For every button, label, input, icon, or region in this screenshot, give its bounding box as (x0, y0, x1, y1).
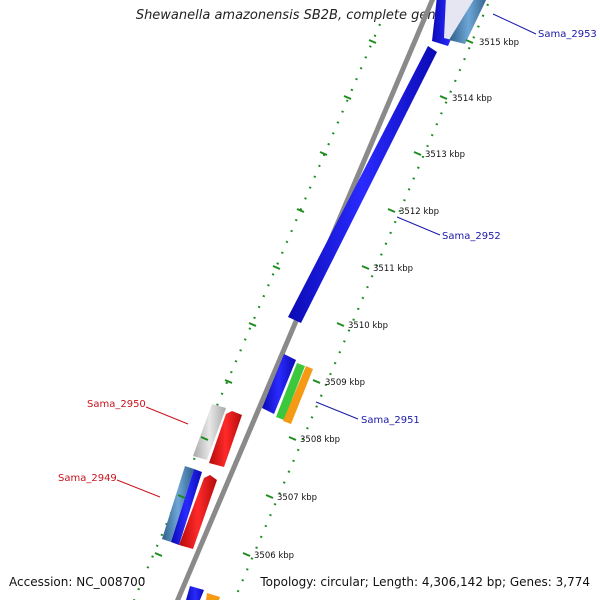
inner-dotted-guide (234, 3, 490, 597)
genome-summary-text: Topology: circular; Length: 4,306,142 bp… (260, 575, 590, 589)
callout-2952 (396, 216, 441, 236)
outer-tick-mark (343, 95, 352, 100)
outer-tick-mark (154, 552, 163, 557)
outer-tick-mark (319, 151, 328, 156)
tick-label-3515: 3515 kbp (479, 38, 519, 48)
inner-tick-mark (288, 436, 297, 441)
feature-orange-bottom (206, 593, 220, 600)
outer-tick-mark (368, 39, 377, 44)
feature-blue-2951-a (262, 354, 296, 414)
outer-tick-mark (200, 436, 209, 441)
map-title: Shewanella amazonensis SB2B, complete ge… (135, 8, 465, 23)
feature-green-2951 (276, 363, 305, 420)
feature-orange-2951 (283, 366, 313, 424)
accession-text: Accession: NC_008700 (9, 575, 146, 589)
feature-red-2950 (209, 411, 242, 467)
gene-label-sama-2951[interactable]: Sama_2951 (361, 415, 420, 426)
inner-tick-mark (413, 151, 422, 156)
inner-tick-mark (242, 552, 251, 557)
tick-label-3510: 3510 kbp (348, 321, 388, 331)
tick-label-3507: 3507 kbp (277, 493, 317, 503)
tick-label-3508: 3508 kbp (300, 435, 340, 445)
inner-tick-mark (312, 379, 321, 384)
gene-label-sama-2949[interactable]: Sama_2949 (58, 473, 117, 484)
callout-2953 (492, 13, 537, 35)
inner-tick-mark (265, 494, 274, 499)
tick-label-3512: 3512 kbp (399, 207, 439, 217)
inner-tick-mark (336, 322, 345, 327)
callout-2950 (145, 406, 189, 425)
tick-label-3506: 3506 kbp (254, 551, 294, 561)
feature-steel-2949 (162, 466, 194, 542)
gene-label-sama-2950[interactable]: Sama_2950 (87, 399, 146, 410)
tick-label-3511: 3511 kbp (373, 264, 413, 274)
inner-tick-mark (361, 265, 370, 270)
feature-whitish-2953 (444, 0, 475, 42)
feature-blue-2949 (171, 469, 202, 545)
outer-tick-mark (177, 494, 186, 499)
feature-blue-bottom (186, 586, 204, 600)
tick-label-3514: 3514 kbp (452, 94, 492, 104)
feature-steel-2953 (449, 0, 487, 44)
gene-label-sama-2953[interactable]: Sama_2953 (538, 29, 597, 40)
inner-tick-mark (439, 95, 448, 100)
outer-tick-mark (272, 265, 281, 270)
feature-gray-2950 (193, 404, 226, 460)
gene-label-sama-2952[interactable]: Sama_2952 (442, 231, 501, 242)
inner-tick-mark (465, 39, 474, 44)
callout-2949 (116, 479, 161, 498)
feature-red-2949 (179, 475, 217, 549)
inner-tick-mark (387, 208, 396, 213)
tick-label-3513: 3513 kbp (425, 150, 465, 160)
outer-tick-mark (248, 322, 257, 327)
tick-label-3509: 3509 kbp (325, 378, 365, 388)
outer-tick-mark (296, 208, 305, 213)
callout-2951 (315, 401, 359, 420)
tick-marks (154, 39, 474, 557)
feature-blue-2952 (288, 46, 437, 323)
outer-tick-mark (224, 379, 233, 384)
